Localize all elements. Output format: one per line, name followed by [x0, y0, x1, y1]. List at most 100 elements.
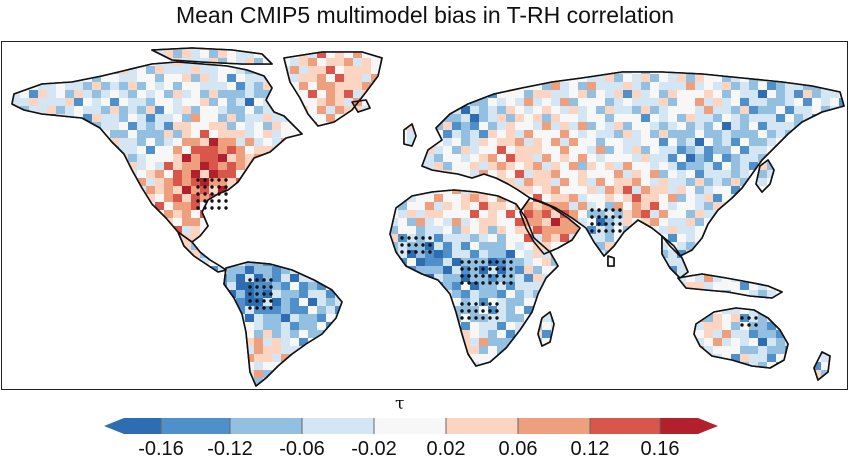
grid-cell [20, 170, 29, 178]
grid-cell [263, 330, 272, 338]
grid-cell [677, 106, 686, 114]
grid-cell [398, 202, 407, 210]
grid-cell [803, 74, 812, 82]
grid-cell [497, 314, 506, 322]
grid-cell [731, 242, 740, 250]
grid-cell [146, 138, 155, 146]
grid-cell [407, 202, 416, 210]
grid-cell [29, 282, 38, 290]
grid-cell [416, 218, 425, 226]
grid-cell [362, 82, 371, 90]
grid-cell [227, 82, 236, 90]
grid-cell [704, 74, 713, 82]
grid-cell [830, 338, 839, 346]
grid-cell [623, 58, 632, 66]
grid-cell [839, 274, 844, 282]
grid-cell [227, 66, 236, 74]
grid-cell [677, 154, 686, 162]
grid-cell [749, 130, 758, 138]
grid-cell [740, 338, 749, 346]
grid-cell [425, 130, 434, 138]
grid-cell [776, 146, 785, 154]
grid-cell [128, 298, 137, 306]
grid-cell [794, 146, 803, 154]
grid-cell [533, 346, 542, 354]
grid-cell [308, 186, 317, 194]
grid-cell [92, 378, 101, 386]
colorbar-tick-label: -0.02 [351, 438, 397, 460]
grid-cell [371, 186, 380, 194]
grid-cell [623, 370, 632, 378]
grid-cell [650, 138, 659, 146]
grid-cell [650, 338, 659, 346]
grid-cell [596, 48, 605, 50]
grid-cell [398, 98, 407, 106]
grid-cell [470, 226, 479, 234]
grid-cell [389, 354, 398, 362]
grid-cell [794, 82, 803, 90]
grid-cell [767, 210, 776, 218]
grid-cell [515, 322, 524, 330]
grid-cell [209, 138, 218, 146]
grid-cell [533, 130, 542, 138]
grid-cell [380, 130, 389, 138]
grid-cell [614, 234, 623, 242]
grid-cell [704, 82, 713, 90]
grid-cell [839, 154, 844, 162]
grid-cell [155, 194, 164, 202]
grid-cell [533, 154, 542, 162]
grid-cell [164, 250, 173, 258]
grid-cell [794, 322, 803, 330]
grid-cell [596, 242, 605, 250]
grid-cell [632, 266, 641, 274]
grid-cell [164, 266, 173, 274]
grid-cell [830, 314, 839, 322]
grid-cell [794, 282, 803, 290]
grid-cell [812, 282, 821, 290]
grid-cell [479, 162, 488, 170]
grid-cell [218, 322, 227, 330]
grid-cell [758, 314, 767, 322]
grid-cell [101, 170, 110, 178]
grid-cell [263, 346, 272, 354]
grid-cell [470, 242, 479, 250]
grid-cell [443, 346, 452, 354]
grid-cell [155, 386, 164, 388]
grid-cell [596, 258, 605, 266]
grid-cell [209, 74, 218, 82]
grid-cell [632, 66, 641, 74]
grid-cell [272, 290, 281, 298]
grid-cell [839, 218, 844, 226]
grid-cell [101, 290, 110, 298]
grid-cell [128, 250, 137, 258]
grid-cell [344, 378, 353, 386]
grid-cell [524, 50, 533, 58]
grid-cell [533, 66, 542, 74]
grid-cell [353, 194, 362, 202]
grid-cell [785, 130, 794, 138]
colorbar [104, 418, 718, 434]
grid-cell [20, 122, 29, 130]
grid-cell [758, 362, 767, 370]
grid-cell [668, 98, 677, 106]
grid-cell [29, 314, 38, 322]
grid-cell [290, 290, 299, 298]
grid-cell [488, 170, 497, 178]
grid-cell [785, 218, 794, 226]
grid-cell [146, 370, 155, 378]
grid-cell [542, 218, 551, 226]
grid-cell [785, 226, 794, 234]
grid-cell [533, 146, 542, 154]
grid-cell [461, 114, 470, 122]
grid-cell [434, 314, 443, 322]
grid-cell [767, 378, 776, 386]
grid-cell [578, 234, 587, 242]
grid-cell [632, 130, 641, 138]
grid-cell [668, 298, 677, 306]
grid-cell [263, 90, 272, 98]
grid-cell [668, 162, 677, 170]
grid-cell [83, 282, 92, 290]
grid-cell [38, 274, 47, 282]
grid-cell [209, 378, 218, 386]
grid-cell [632, 82, 641, 90]
